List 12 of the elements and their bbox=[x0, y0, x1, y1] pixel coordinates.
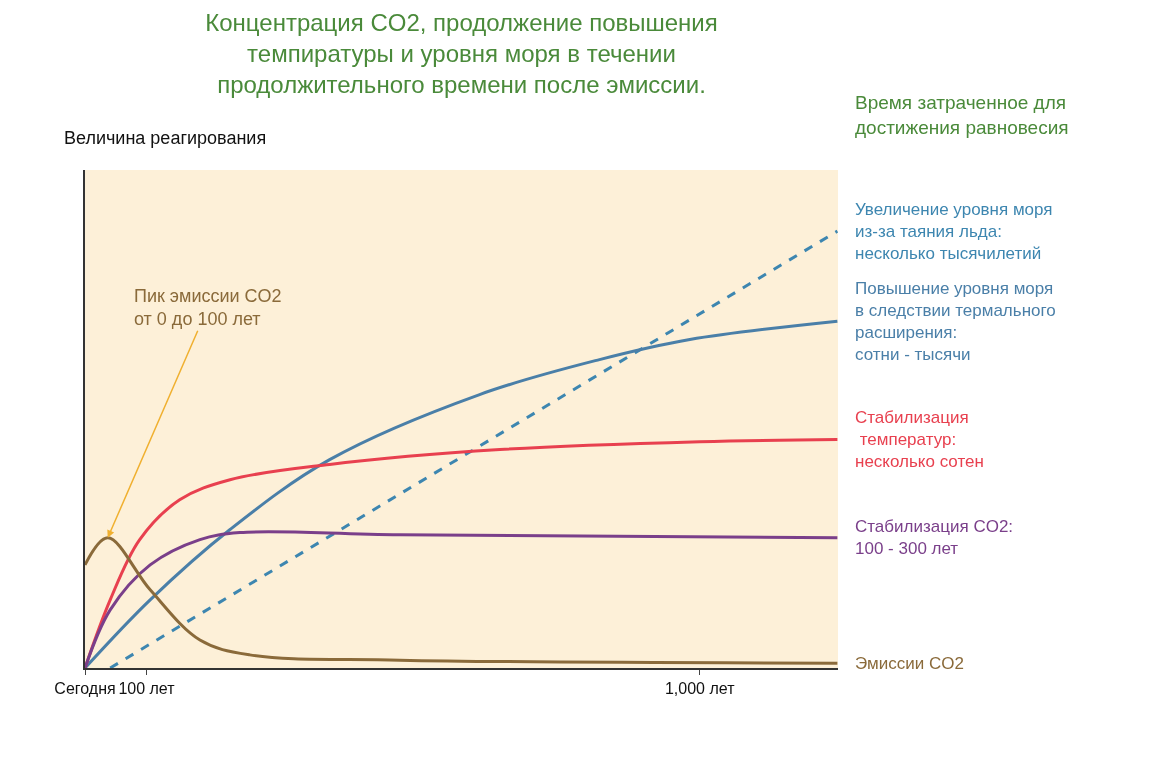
y-axis-title: Величина реагирования bbox=[64, 128, 267, 148]
legend-title: Время затраченное для достижения равновесия bbox=[855, 92, 1069, 138]
chart-title: Концентрация CO2, продолжение повышения темпиратуры и уровня моря в течении продолжительного времени после эмиссии. bbox=[205, 8, 718, 99]
series-label: Стабилизация CO2: 100 - 300 лет bbox=[855, 517, 1014, 559]
series-label: Повышение уровня моря в следствии термального расширения: сотни - тысячи bbox=[855, 279, 1056, 365]
x-tick-label: 100 лет bbox=[118, 680, 176, 698]
x-tick-label: Сегодня bbox=[54, 680, 116, 698]
series-label: Стабилизация температур: несколько сотен bbox=[855, 408, 984, 472]
series-label: Увеличение уровня моря из-за таяния льда: несколько тысячилетий bbox=[855, 200, 1053, 264]
annotation: Пик эмиссии CO2 от 0 до 100 лет bbox=[134, 286, 282, 330]
series-label: Эмиссии CO2 bbox=[855, 654, 964, 673]
x-tick-label: 1,000 лет bbox=[664, 680, 736, 698]
